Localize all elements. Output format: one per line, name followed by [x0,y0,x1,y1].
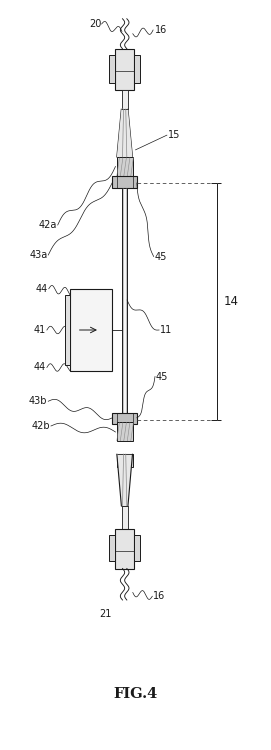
Bar [109,535,115,561]
Bar [115,529,134,568]
Bar [109,55,115,82]
Bar [122,188,127,420]
Bar [65,295,70,365]
Text: 42a: 42a [38,220,57,230]
Text: 16: 16 [154,25,167,35]
Bar [70,289,112,371]
Text: 16: 16 [153,591,165,602]
Polygon shape [117,109,133,158]
Text: 43a: 43a [29,250,47,260]
Bar [112,176,137,188]
Bar [117,158,133,176]
Text: 14: 14 [224,295,238,308]
Bar [115,49,134,90]
Text: 45: 45 [154,251,167,262]
Text: 43b: 43b [29,396,47,406]
Text: 15: 15 [168,130,180,140]
Text: 42b: 42b [31,421,50,431]
Bar [122,506,128,529]
Bar [134,535,140,561]
Polygon shape [117,454,133,506]
Bar [122,90,128,109]
Text: FIG.4: FIG.4 [113,687,158,700]
Text: 44: 44 [34,362,46,373]
Bar [117,158,133,170]
Text: 41: 41 [34,325,46,335]
Text: 20: 20 [89,19,102,29]
Bar [117,422,133,441]
Text: 11: 11 [160,325,172,335]
Bar [117,454,133,466]
Text: 45: 45 [156,371,168,382]
Text: 21: 21 [99,609,112,619]
Bar [112,413,137,424]
Bar [134,55,140,82]
Text: 44: 44 [36,284,48,294]
